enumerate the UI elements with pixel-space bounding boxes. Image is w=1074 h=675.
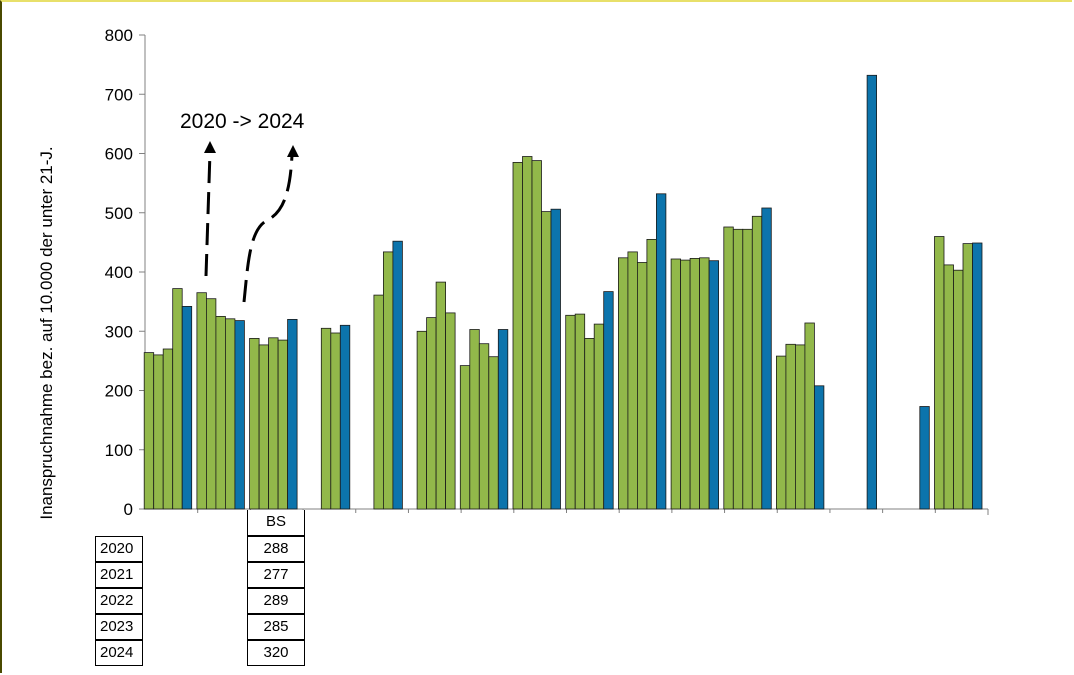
bar xyxy=(541,211,552,510)
table-bs-2021: 277 xyxy=(247,562,305,588)
bar-2024 xyxy=(287,318,298,510)
bar xyxy=(565,314,576,510)
arrow-left xyxy=(204,151,212,277)
bar xyxy=(215,315,226,510)
table-year-2021: 2021 xyxy=(95,562,143,588)
bar-2024 xyxy=(181,305,193,510)
bar-2024 xyxy=(919,406,930,510)
bar xyxy=(512,161,523,510)
bar xyxy=(153,354,164,510)
table-bs-2023: 285 xyxy=(247,614,305,640)
y-axis-label: Inanspruchnahme bez. auf 10.000 der unte… xyxy=(37,146,56,519)
bar xyxy=(330,332,341,510)
y-tick-label: 0 xyxy=(124,500,133,519)
bar-2024 xyxy=(550,208,561,510)
bar-2024 xyxy=(708,260,719,510)
bar xyxy=(426,317,437,510)
bar-2024 xyxy=(761,207,772,510)
bar xyxy=(205,298,217,510)
bar-2024 xyxy=(392,240,403,510)
bar xyxy=(277,339,289,510)
y-tick-label: 500 xyxy=(105,204,133,223)
bar xyxy=(732,228,744,510)
bar xyxy=(689,257,700,510)
bar xyxy=(143,352,155,510)
bar-2024 xyxy=(972,242,983,510)
bar xyxy=(699,257,710,510)
bar xyxy=(637,262,648,510)
bar xyxy=(469,329,480,510)
bar xyxy=(172,288,183,510)
bar xyxy=(224,318,236,510)
arrowhead-left xyxy=(204,141,216,153)
annotation-label: 2020 -> 2024 xyxy=(180,110,305,133)
bar xyxy=(584,337,595,510)
table-year-2022: 2022 xyxy=(95,588,143,614)
y-tick-label: 100 xyxy=(105,441,133,460)
bar xyxy=(627,251,638,510)
table-bs-2022: 289 xyxy=(247,588,305,614)
bar xyxy=(618,257,629,510)
arrow-right xyxy=(242,154,294,303)
y-tick-label: 700 xyxy=(105,85,133,104)
bar xyxy=(488,356,499,510)
arrowhead-right xyxy=(287,145,299,157)
y-tick-label: 800 xyxy=(105,26,133,45)
bar xyxy=(416,330,428,510)
bar-2024 xyxy=(603,291,614,510)
bar xyxy=(478,343,490,510)
bar-2024 xyxy=(234,320,245,510)
bar xyxy=(373,294,384,510)
bar-2024 xyxy=(497,329,509,510)
table-header-bs: BS xyxy=(247,510,305,536)
bar xyxy=(445,312,456,510)
bar xyxy=(574,313,586,510)
bar-2024 xyxy=(656,193,667,510)
bar xyxy=(804,322,815,510)
bar xyxy=(258,344,270,510)
bar xyxy=(459,365,471,510)
bar xyxy=(943,264,954,510)
bars xyxy=(143,74,983,510)
bar xyxy=(646,238,657,510)
bar xyxy=(249,337,260,510)
bar xyxy=(670,258,681,510)
bar xyxy=(723,226,734,510)
bar-2024 xyxy=(866,74,877,510)
bar xyxy=(795,344,806,510)
table-bs-2020: 288 xyxy=(247,536,305,562)
bar xyxy=(593,323,605,510)
table-bs-2024: 320 xyxy=(247,640,305,666)
table-year-2020: 2020 xyxy=(95,536,143,562)
bar xyxy=(680,259,691,510)
bar xyxy=(953,269,964,510)
bar-2024 xyxy=(814,385,825,510)
bar-2024 xyxy=(339,324,351,510)
bar xyxy=(742,228,753,510)
bar xyxy=(934,236,945,510)
bar xyxy=(435,281,447,510)
bar xyxy=(382,251,394,510)
bar xyxy=(785,343,796,510)
bar xyxy=(751,215,763,510)
table-year-2023: 2023 xyxy=(95,614,143,640)
bar xyxy=(962,243,973,510)
bar xyxy=(776,355,787,510)
bar xyxy=(162,348,174,510)
bar xyxy=(522,156,533,510)
bar xyxy=(196,292,207,510)
y-tick-label: 300 xyxy=(105,322,133,341)
y-tick-label: 200 xyxy=(105,382,133,401)
bar xyxy=(268,337,279,510)
annotation-arrows xyxy=(204,151,294,303)
bar xyxy=(531,160,542,510)
bar xyxy=(320,327,332,510)
table-year-2024: 2024 xyxy=(95,640,143,666)
y-tick-label: 600 xyxy=(105,145,133,164)
y-tick-label: 400 xyxy=(105,263,133,282)
